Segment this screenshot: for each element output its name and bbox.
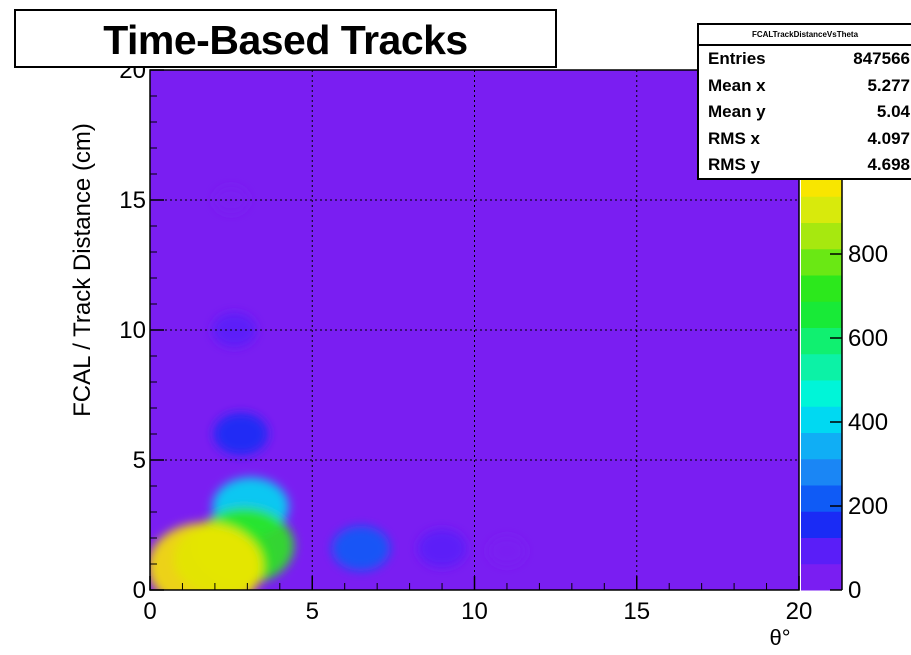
stats-row-mean-x: Mean x 5.277	[699, 73, 911, 100]
stats-histogram-name: FCALTrackDistanceVsTheta	[699, 25, 911, 46]
stats-mean-y-value: 5.04	[876, 102, 910, 121]
colorbar-segment-10	[801, 301, 842, 328]
x-tick-label-5: 5	[306, 598, 319, 625]
colorbar-segment-0	[801, 563, 842, 591]
colorbar-segment-7	[801, 380, 842, 407]
stats-row-rms-x: RMS x 4.097	[699, 126, 911, 153]
stats-rms-x-value: 4.097	[867, 128, 910, 148]
stats-entries-value: 847566	[853, 49, 910, 68]
colorbar: 0 200 400 600 800	[801, 170, 888, 604]
x-axis-label: θ°	[769, 625, 790, 650]
colorbar-tick-label-600: 600	[848, 325, 888, 352]
colorbar-segment-5	[801, 432, 842, 460]
stats-rms-y-value: 4.698	[867, 155, 910, 174]
stats-mean-y-label: Mean y	[708, 102, 766, 121]
colorbar-segment-9	[801, 327, 842, 355]
title-box: Time-Based Tracks	[14, 9, 557, 68]
x-tick-label-20: 20	[786, 598, 813, 625]
x-tick-label-10: 10	[461, 598, 488, 625]
stats-row-mean-y: Mean y 5.04	[699, 99, 911, 126]
heatmap-hotspot-3	[417, 529, 467, 568]
colorbar-segment-3	[801, 485, 842, 512]
colorbar-segment-11	[801, 275, 842, 302]
heatmap-hotspot-2	[212, 312, 257, 348]
y-tick-label-10: 10	[119, 317, 146, 344]
colorbar-tick-label-800: 800	[848, 241, 888, 268]
colorbar-segment-12	[801, 248, 842, 276]
heatmap-hotspot-4	[213, 412, 269, 456]
stats-rms-y-label: RMS y	[708, 155, 760, 174]
colorbar-tick-label-200: 200	[848, 493, 888, 520]
heatmap-hotspot-9	[150, 522, 263, 590]
heatmap-hotspot-1	[488, 536, 526, 566]
colorbar-tick-label-0: 0	[848, 577, 861, 604]
colorbar-segment-4	[801, 458, 842, 486]
stats-entries-label: Entries	[708, 49, 766, 68]
stats-mean-x-value: 5.277	[867, 75, 910, 95]
heatmap-cells	[150, 186, 526, 590]
colorbar-segment-6	[801, 406, 842, 433]
colorbar-segment-1	[801, 537, 842, 565]
heatmap-hotspot-5	[331, 525, 390, 571]
grid-lines	[150, 70, 799, 590]
colorbar-segment-2	[801, 511, 842, 538]
colorbar-segment-13	[801, 222, 842, 250]
x-tick-label-15: 15	[623, 598, 650, 625]
y-tick-label-5: 5	[133, 447, 146, 474]
stats-row-rms-y: RMS y 4.698	[699, 152, 911, 178]
stats-rms-x-label: RMS x	[708, 128, 760, 148]
stats-box: FCALTrackDistanceVsTheta Entries 847566 …	[697, 23, 911, 180]
stats-row-entries: Entries 847566	[699, 46, 911, 73]
y-axis-label: FCAL / Track Distance (cm)	[69, 123, 96, 417]
colorbar-segment-14	[801, 196, 842, 223]
chart-title: Time-Based Tracks	[103, 17, 468, 63]
x-tick-label-0: 0	[143, 598, 156, 625]
colorbar-tick-label-400: 400	[848, 409, 888, 436]
colorbar-segment-8	[801, 353, 842, 381]
stats-mean-x-label: Mean x	[708, 75, 766, 95]
y-tick-label-15: 15	[119, 187, 146, 214]
y-tick-label-0: 0	[133, 577, 146, 604]
